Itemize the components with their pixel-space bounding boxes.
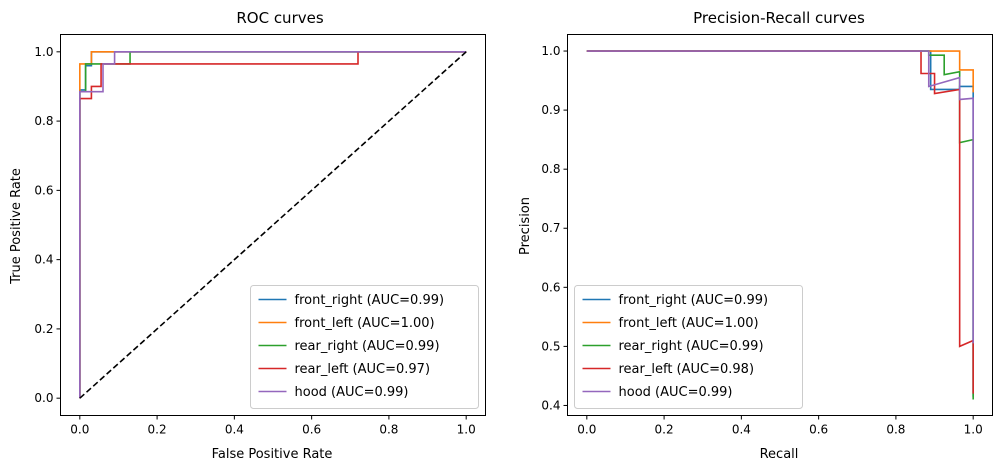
- pr-y-tick-label: 0.6: [541, 280, 560, 294]
- roc-y-tick-label: 0.8: [34, 114, 53, 128]
- pr-y-tick-label: 0.5: [541, 339, 560, 353]
- roc-x-tick-label: 0.0: [70, 423, 89, 437]
- pr-chart: Precision-Recall curves Recall Precision…: [518, 9, 993, 462]
- roc-chance-line: [79, 51, 467, 399]
- pr-x-tick-label: 0.4: [732, 423, 751, 437]
- pr-x-tick-label: 0.8: [886, 423, 905, 437]
- roc-x-ticks: 0.0 0.2 0.4 0.6 0.8 1.0: [70, 415, 476, 437]
- pr-x-tick-label: 1.0: [964, 423, 983, 437]
- pr-y-tick-label: 0.8: [541, 162, 560, 176]
- roc-curve-rear_left: [79, 51, 467, 399]
- pr-x-tick-label: 0.2: [655, 423, 674, 437]
- roc-plot-area: [79, 51, 467, 399]
- pr-y-tick-label: 1.0: [541, 44, 560, 58]
- roc-axes-frame: [60, 34, 486, 416]
- pr-legend-label: rear_left (AUC=0.98): [619, 362, 755, 377]
- roc-curve-hood: [79, 51, 467, 399]
- roc-legend-label: hood (AUC=0.99): [295, 385, 409, 400]
- roc-legend-label: front_left (AUC=1.00): [295, 316, 435, 331]
- roc-x-tick-label: 0.2: [148, 423, 167, 437]
- pr-y-ticks: 0.4 0.5 0.6 0.7 0.8 0.9 1.0: [541, 44, 568, 412]
- pr-x-tick-label: 0.6: [809, 423, 828, 437]
- pr-legend-label: rear_right (AUC=0.99): [619, 339, 764, 354]
- pr-y-tick-label: 0.9: [541, 103, 560, 117]
- roc-title: ROC curves: [236, 9, 323, 27]
- pr-title: Precision-Recall curves: [693, 9, 865, 27]
- pr-legend-box: [574, 285, 803, 409]
- roc-legend-label: rear_right (AUC=0.99): [295, 339, 440, 354]
- roc-y-axis-label: True Positive Rate: [9, 168, 24, 285]
- roc-legend-label: rear_left (AUC=0.97): [295, 362, 431, 377]
- pr-x-axis-label: Recall: [760, 447, 799, 462]
- roc-y-tick-label: 0.4: [34, 253, 53, 267]
- roc-legend-label: front_right (AUC=0.99): [295, 293, 445, 308]
- roc-x-tick-label: 0.6: [302, 423, 321, 437]
- pr-legend-label: front_right (AUC=0.99): [619, 293, 769, 308]
- roc-y-ticks: 0.0 0.2 0.4 0.6 0.8 1.0: [34, 45, 61, 405]
- pr-x-tick-label: 0.0: [577, 423, 596, 437]
- pr-legend-label: hood (AUC=0.99): [619, 385, 733, 400]
- roc-y-tick-label: 1.0: [34, 45, 53, 59]
- roc-y-tick-label: 0.2: [34, 322, 53, 336]
- pr-y-tick-label: 0.4: [541, 398, 560, 412]
- roc-x-tick-label: 0.4: [225, 423, 244, 437]
- roc-x-axis-label: False Positive Rate: [212, 447, 333, 462]
- pr-legend-label: front_left (AUC=1.00): [619, 316, 759, 331]
- roc-chart: ROC curves False Positive Rate True Posi…: [9, 9, 486, 462]
- roc-x-tick-label: 1.0: [457, 423, 476, 437]
- pr-curve-hood: [586, 50, 974, 344]
- roc-legend: front_right (AUC=0.99) front_left (AUC=1.…: [250, 285, 479, 409]
- pr-axes-frame: [567, 34, 993, 416]
- pr-y-axis-label: Precision: [518, 197, 533, 255]
- pr-plot-area: [586, 50, 974, 400]
- pr-y-tick-label: 0.7: [541, 221, 560, 235]
- pr-curve-front_left: [586, 50, 974, 93]
- pr-legend: front_right (AUC=0.99) front_left (AUC=1.…: [574, 285, 803, 409]
- pr-x-ticks: 0.0 0.2 0.4 0.6 0.8 1.0: [577, 415, 983, 437]
- roc-y-tick-label: 0.6: [34, 183, 53, 197]
- roc-x-tick-label: 0.8: [379, 423, 398, 437]
- roc-y-tick-label: 0.0: [34, 391, 53, 405]
- roc-legend-box: [250, 285, 479, 409]
- pr-curve-rear_left: [586, 50, 974, 394]
